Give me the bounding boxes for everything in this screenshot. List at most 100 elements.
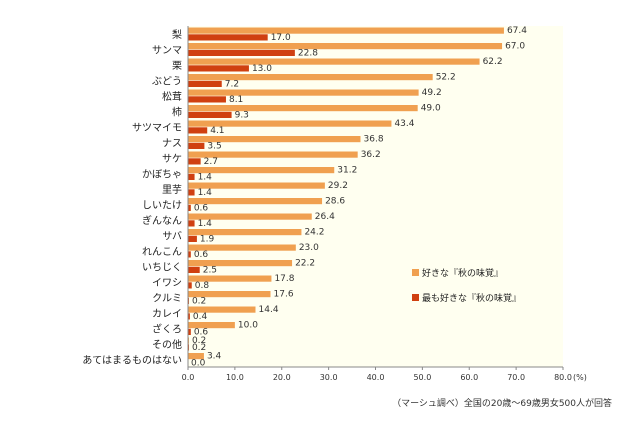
data-label: 0.6: [194, 328, 209, 338]
data-label: 17.0: [271, 33, 291, 43]
category-label: サバ: [162, 230, 182, 242]
x-tick-label: 10.0: [226, 373, 244, 382]
bar-favorite: [188, 151, 358, 158]
data-label: 26.4: [315, 212, 335, 222]
category-label: サケ: [162, 153, 182, 165]
legend-label: 好きな『秋の味覚』: [422, 267, 503, 279]
bar-favorite: [188, 353, 204, 360]
data-label: 62.2: [483, 57, 503, 67]
x-tick-label: 80.0: [554, 373, 572, 382]
bar-most-favorite: [188, 96, 226, 103]
data-label: 1.4: [198, 219, 213, 229]
bar-most-favorite: [188, 111, 232, 118]
data-label: 3.4: [207, 352, 222, 362]
category-label: 柿: [172, 105, 182, 118]
x-tick-label: 0.0: [182, 373, 195, 382]
bar-most-favorite: [188, 251, 191, 258]
bar-favorite: [188, 260, 293, 267]
bar-most-favorite: [188, 142, 205, 149]
data-label: 1.4: [198, 173, 213, 183]
bar-most-favorite: [188, 313, 190, 320]
bar-favorite: [188, 167, 335, 174]
bar-favorite: [188, 213, 312, 220]
x-tick-label: 20.0: [273, 373, 291, 382]
x-tick-label: 50.0: [413, 373, 431, 382]
bar-favorite: [188, 244, 296, 251]
bar-favorite: [188, 43, 503, 50]
data-label: 0.2: [192, 343, 206, 353]
bar-most-favorite: [188, 34, 268, 41]
data-label: 2.5: [203, 266, 217, 276]
source-footnote: （マーシュ調べ）全国の20歳～69歳男女500人が回答: [392, 399, 612, 409]
data-label: 2.7: [204, 157, 218, 167]
category-label: 里芋: [162, 184, 182, 196]
bar-most-favorite: [188, 328, 191, 335]
x-tick-label: 70.0: [507, 373, 525, 382]
bar-most-favorite: [188, 235, 197, 242]
category-label: 梨: [172, 28, 182, 41]
bar-favorite: [188, 306, 256, 313]
bar-favorite: [188, 291, 271, 298]
category-label: 松茸: [162, 90, 182, 103]
bar-most-favorite: [188, 173, 195, 180]
data-label: 17.6: [274, 290, 294, 300]
data-label: 13.0: [252, 64, 272, 74]
data-label: 10.0: [238, 321, 258, 331]
data-label: 67.0: [505, 42, 525, 52]
category-label: ざくろ: [152, 322, 182, 335]
category-label: ぶどう: [152, 75, 182, 87]
category-label: その他: [152, 338, 182, 351]
data-label: 0.0: [191, 359, 206, 369]
bar-favorite: [188, 58, 480, 65]
bar-most-favorite: [188, 266, 200, 273]
data-label: 1.9: [200, 235, 215, 245]
category-label: サンマ: [152, 44, 182, 56]
category-label: あてはまるものはない: [82, 354, 182, 366]
bar-most-favorite: [188, 127, 208, 134]
bar-favorite: [188, 74, 433, 81]
data-label: 29.2: [328, 181, 348, 191]
data-label: 36.8: [364, 135, 384, 145]
data-label: 49.0: [421, 104, 441, 114]
data-label: 49.2: [422, 88, 442, 98]
category-label: 栗: [172, 60, 182, 72]
bar-most-favorite: [188, 204, 191, 211]
category-label: れんこん: [142, 246, 182, 258]
category-label: サツマイモ: [132, 122, 182, 134]
bar-favorite: [188, 275, 272, 282]
data-label: 31.2: [337, 166, 357, 176]
x-tick-label: 30.0: [320, 373, 338, 382]
data-label: 23.0: [299, 243, 319, 253]
data-label: 0.2: [192, 297, 206, 307]
data-label: 0.6: [194, 204, 209, 214]
category-label: いちじく: [142, 261, 182, 273]
bar-favorite: [188, 89, 419, 96]
data-label: 24.2: [304, 228, 324, 238]
bar-favorite: [188, 27, 504, 34]
data-label: 0.6: [194, 250, 209, 260]
data-label: 0.2: [192, 336, 206, 346]
category-label: ぎんなん: [142, 214, 182, 227]
category-label: イワシ: [152, 278, 182, 289]
category-label: かぼちゃ: [142, 168, 182, 180]
legend-swatch: [412, 294, 419, 301]
data-label: 17.8: [274, 274, 294, 284]
bar-most-favorite: [188, 282, 192, 289]
data-label: 67.4: [507, 26, 527, 36]
data-label: 7.2: [225, 80, 239, 90]
data-label: 0.4: [193, 312, 208, 322]
bar-most-favorite: [188, 49, 295, 56]
category-label: ナス: [162, 137, 182, 149]
data-label: 9.3: [235, 111, 249, 121]
x-tick-label: 40.0: [367, 373, 385, 382]
data-label: 52.2: [436, 73, 456, 83]
category-label: カレイ: [152, 308, 182, 320]
bar-favorite: [188, 136, 361, 143]
bar-favorite: [188, 229, 302, 236]
category-label: しいたけ: [142, 199, 182, 211]
bar-favorite: [188, 120, 392, 127]
bar-favorite: [188, 322, 235, 329]
data-label: 3.5: [207, 142, 221, 152]
data-label: 22.8: [298, 49, 318, 59]
